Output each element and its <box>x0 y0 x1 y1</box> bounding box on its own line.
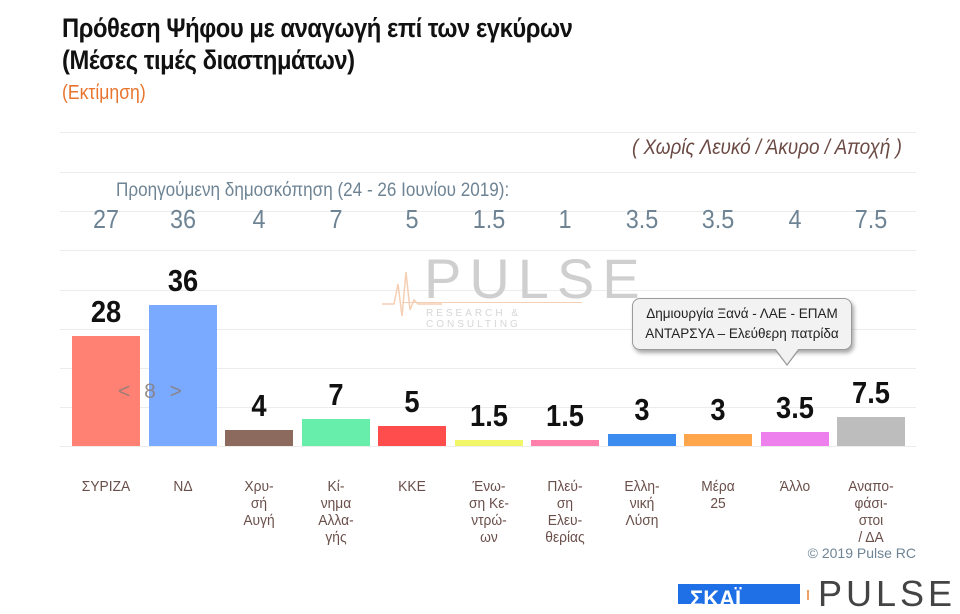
previous-value: 5 <box>405 204 419 234</box>
title-line-1: Πρόθεση Ψήφου με αναγωγή επί των εγκύρων <box>62 13 573 43</box>
bar <box>607 434 676 446</box>
previous-value: 7 <box>328 204 343 234</box>
gridline <box>60 172 916 173</box>
gridline <box>60 329 916 330</box>
bar-value-label: 3 <box>633 392 650 428</box>
gridline <box>60 290 916 291</box>
previous-value: 27 <box>92 204 120 234</box>
pulse-logo: PULSE <box>818 573 957 614</box>
bar <box>148 304 217 446</box>
category-label: Άλλο <box>779 478 810 495</box>
bar <box>454 440 523 446</box>
pulse-watermark: PULSE RESEARCH & CONSULTING <box>382 246 640 330</box>
previous-value: 1 <box>558 204 572 234</box>
bar-value-label: 7.5 <box>852 374 890 410</box>
exclusion-note: ( Χωρίς Λευκό / Άκυρο / Αποχή ) <box>632 136 902 159</box>
previous-value: 4 <box>787 204 802 234</box>
watermark-tagline: RESEARCH & CONSULTING <box>426 308 522 330</box>
category-label: Κί- νημα Αλλα- γής <box>317 478 354 546</box>
bar-value-label: 3.5 <box>775 390 814 426</box>
previous-value: 36 <box>169 204 196 234</box>
gridline <box>60 132 916 133</box>
previous-value: 3.5 <box>701 204 735 234</box>
bar <box>378 426 446 446</box>
category-label: Αναπο- φάσι- στοι / ΔΑ <box>848 478 894 546</box>
watermark-line <box>402 302 582 303</box>
bar <box>225 430 293 446</box>
bar <box>760 432 829 446</box>
bar-value-label: 5 <box>404 384 420 420</box>
gridline <box>60 211 916 212</box>
bar-value-label: 1.5 <box>469 398 508 434</box>
previous-value: 7.5 <box>854 204 888 234</box>
copyright: © 2019 Pulse RC <box>807 545 916 561</box>
chart-subtitle: (Εκτίμηση) <box>62 82 146 104</box>
previous-value: 1.5 <box>472 204 505 234</box>
page-navigator[interactable]: < 8 > <box>118 380 186 403</box>
bar-value-label: 3 <box>710 392 726 428</box>
category-label: ΚΚΕ <box>398 478 426 495</box>
watermark-brand: PULSE <box>424 247 648 310</box>
bar <box>684 434 752 446</box>
title-line-2: (Μέσες τιμές διαστημάτων) <box>62 45 355 75</box>
bar-value-label: 28 <box>90 294 122 330</box>
bar-value-label: 36 <box>167 262 198 298</box>
bar <box>837 416 905 446</box>
bar <box>301 418 370 446</box>
callout-line-2: ΑΝΤΑΡΣΥΑ – Ελεύθερη πατρίδα <box>645 326 839 341</box>
category-label: Ελλη- νική Λύση <box>623 478 660 529</box>
category-label: ΝΔ <box>172 478 193 495</box>
gridline <box>60 368 916 369</box>
previous-value: 4 <box>252 204 266 234</box>
bar <box>531 440 599 446</box>
category-label: Πλεύ- ση Ελευ- θερίας <box>545 478 585 546</box>
bar-value-label: 7 <box>327 376 344 412</box>
skai-logo: ΣΚΑΪ <box>678 584 800 604</box>
other-parties-callout: Δημιουργία Ξανά - ΛΑΕ - ΕΠΑΜ ΑΝΤΑΡΣΥΑ – … <box>632 298 852 350</box>
category-label: Χρυ- σή Αυγή <box>243 478 275 529</box>
category-label: ΣΥΡΙΖΑ <box>81 478 131 495</box>
previous-value: 3.5 <box>625 204 658 234</box>
previous-poll-label: Προηγούμενη δημοσκόπηση (24 - 26 Ιουνίου… <box>116 180 510 201</box>
category-label: Ένω- ση Κε- ντρώ- ων <box>468 478 509 546</box>
logo-separator <box>807 590 809 600</box>
chart-title: Πρόθεση Ψήφου με αναγωγή επί των εγκύρων… <box>62 12 573 76</box>
category-label: Μέρα 25 <box>701 478 735 512</box>
bar <box>72 336 140 446</box>
gridline <box>60 407 916 408</box>
gridline <box>60 250 916 251</box>
callout-line-1: Δημιουργία Ξανά - ΛΑΕ - ΕΠΑΜ <box>646 306 838 321</box>
bar-value-label: 1.5 <box>546 398 584 434</box>
gridline <box>60 446 916 447</box>
callout-pointer-fill <box>775 348 799 364</box>
bar-value-label: 4 <box>251 388 267 424</box>
